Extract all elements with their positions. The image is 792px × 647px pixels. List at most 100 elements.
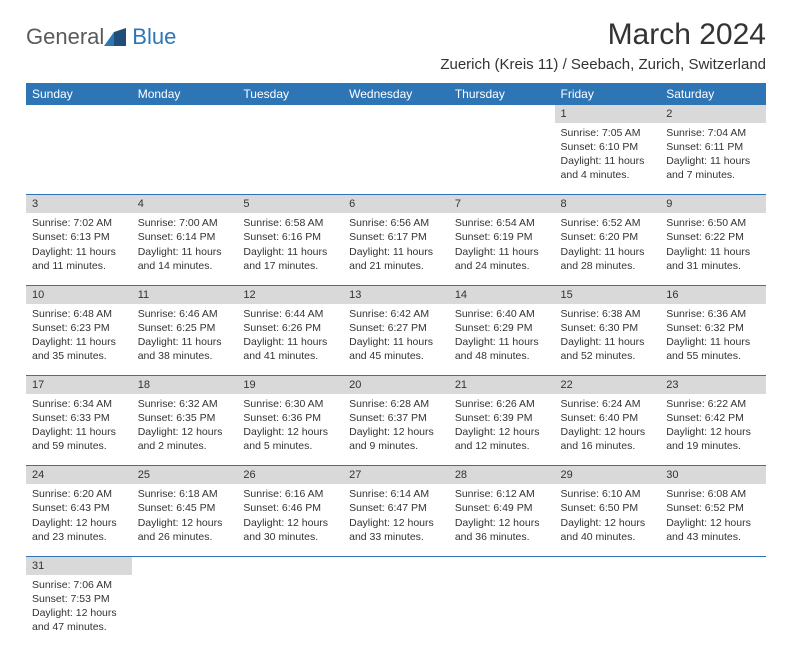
daylight-text-2: and 48 minutes. <box>455 349 549 363</box>
daylight-text: Daylight: 11 hours <box>349 335 443 349</box>
sunset-text: Sunset: 6:50 PM <box>561 501 655 515</box>
daylight-text-2: and 40 minutes. <box>561 530 655 544</box>
day-number-cell: 8 <box>555 195 661 213</box>
day-number-cell <box>343 105 449 123</box>
weekday-header: Saturday <box>660 83 766 105</box>
daylight-text-2: and 26 minutes. <box>138 530 232 544</box>
sunrise-text: Sunrise: 6:26 AM <box>455 397 549 411</box>
sunrise-text: Sunrise: 6:16 AM <box>243 487 337 501</box>
day-detail-cell: Sunrise: 6:54 AMSunset: 6:19 PMDaylight:… <box>449 213 555 285</box>
daylight-text: Daylight: 12 hours <box>349 425 443 439</box>
day-detail-cell <box>449 575 555 647</box>
sunrise-text: Sunrise: 6:56 AM <box>349 216 443 230</box>
day-number-cell: 18 <box>132 376 238 394</box>
sunrise-text: Sunrise: 7:06 AM <box>32 578 126 592</box>
daylight-text-2: and 59 minutes. <box>32 439 126 453</box>
sunset-text: Sunset: 6:32 PM <box>666 321 760 335</box>
day-number-cell: 15 <box>555 285 661 303</box>
sunrise-text: Sunrise: 6:38 AM <box>561 307 655 321</box>
daylight-text-2: and 4 minutes. <box>561 168 655 182</box>
daylight-text-2: and 7 minutes. <box>666 168 760 182</box>
sunrise-text: Sunrise: 6:14 AM <box>349 487 443 501</box>
day-detail-cell: Sunrise: 6:56 AMSunset: 6:17 PMDaylight:… <box>343 213 449 285</box>
sunset-text: Sunset: 6:39 PM <box>455 411 549 425</box>
daylight-text: Daylight: 11 hours <box>138 245 232 259</box>
page-title: March 2024 <box>440 18 766 52</box>
daylight-text-2: and 9 minutes. <box>349 439 443 453</box>
day-detail-cell: Sunrise: 6:08 AMSunset: 6:52 PMDaylight:… <box>660 484 766 556</box>
sunrise-text: Sunrise: 6:48 AM <box>32 307 126 321</box>
sunset-text: Sunset: 6:16 PM <box>243 230 337 244</box>
sunrise-text: Sunrise: 6:22 AM <box>666 397 760 411</box>
daylight-text: Daylight: 12 hours <box>561 425 655 439</box>
day-detail-row: Sunrise: 7:06 AMSunset: 7:53 PMDaylight:… <box>26 575 766 647</box>
day-number-cell: 31 <box>26 556 132 574</box>
day-number-cell: 2 <box>660 105 766 123</box>
day-number-cell <box>343 556 449 574</box>
daylight-text-2: and 5 minutes. <box>243 439 337 453</box>
daylight-text-2: and 52 minutes. <box>561 349 655 363</box>
day-number-row: 10111213141516 <box>26 285 766 303</box>
daylight-text: Daylight: 12 hours <box>138 425 232 439</box>
day-detail-row: Sunrise: 7:05 AMSunset: 6:10 PMDaylight:… <box>26 123 766 195</box>
weekday-header: Friday <box>555 83 661 105</box>
day-detail-cell: Sunrise: 7:04 AMSunset: 6:11 PMDaylight:… <box>660 123 766 195</box>
sunrise-text: Sunrise: 6:28 AM <box>349 397 443 411</box>
sunrise-text: Sunrise: 6:12 AM <box>455 487 549 501</box>
weekday-header: Monday <box>132 83 238 105</box>
daylight-text-2: and 19 minutes. <box>666 439 760 453</box>
sunset-text: Sunset: 6:10 PM <box>561 140 655 154</box>
day-detail-cell: Sunrise: 6:26 AMSunset: 6:39 PMDaylight:… <box>449 394 555 466</box>
sunset-text: Sunset: 6:19 PM <box>455 230 549 244</box>
day-number-row: 31 <box>26 556 766 574</box>
daylight-text: Daylight: 11 hours <box>243 245 337 259</box>
daylight-text: Daylight: 11 hours <box>561 245 655 259</box>
daylight-text: Daylight: 12 hours <box>243 516 337 530</box>
day-detail-cell: Sunrise: 7:02 AMSunset: 6:13 PMDaylight:… <box>26 213 132 285</box>
sunset-text: Sunset: 6:40 PM <box>561 411 655 425</box>
day-detail-cell: Sunrise: 7:05 AMSunset: 6:10 PMDaylight:… <box>555 123 661 195</box>
sunrise-text: Sunrise: 6:50 AM <box>666 216 760 230</box>
daylight-text: Daylight: 11 hours <box>455 335 549 349</box>
sunset-text: Sunset: 6:13 PM <box>32 230 126 244</box>
day-detail-cell: Sunrise: 6:22 AMSunset: 6:42 PMDaylight:… <box>660 394 766 466</box>
day-number-cell: 3 <box>26 195 132 213</box>
day-detail-cell <box>237 575 343 647</box>
sunrise-text: Sunrise: 6:52 AM <box>561 216 655 230</box>
daylight-text: Daylight: 11 hours <box>243 335 337 349</box>
daylight-text: Daylight: 12 hours <box>666 516 760 530</box>
day-detail-cell: Sunrise: 6:18 AMSunset: 6:45 PMDaylight:… <box>132 484 238 556</box>
sunrise-text: Sunrise: 6:58 AM <box>243 216 337 230</box>
day-number-cell: 30 <box>660 466 766 484</box>
daylight-text: Daylight: 11 hours <box>138 335 232 349</box>
day-number-cell: 10 <box>26 285 132 303</box>
sunset-text: Sunset: 6:49 PM <box>455 501 549 515</box>
weekday-header-row: Sunday Monday Tuesday Wednesday Thursday… <box>26 83 766 105</box>
sunrise-text: Sunrise: 6:18 AM <box>138 487 232 501</box>
location-text: Zuerich (Kreis 11) / Seebach, Zurich, Sw… <box>440 56 766 73</box>
daylight-text: Daylight: 11 hours <box>349 245 443 259</box>
weekday-header: Wednesday <box>343 83 449 105</box>
sunset-text: Sunset: 6:27 PM <box>349 321 443 335</box>
sunrise-text: Sunrise: 6:34 AM <box>32 397 126 411</box>
daylight-text-2: and 21 minutes. <box>349 259 443 273</box>
day-number-cell: 13 <box>343 285 449 303</box>
sunrise-text: Sunrise: 7:04 AM <box>666 126 760 140</box>
daylight-text: Daylight: 12 hours <box>243 425 337 439</box>
sunrise-text: Sunrise: 7:02 AM <box>32 216 126 230</box>
day-number-cell <box>26 105 132 123</box>
day-detail-cell: Sunrise: 7:00 AMSunset: 6:14 PMDaylight:… <box>132 213 238 285</box>
day-number-cell: 28 <box>449 466 555 484</box>
day-detail-cell: Sunrise: 6:34 AMSunset: 6:33 PMDaylight:… <box>26 394 132 466</box>
day-number-cell: 17 <box>26 376 132 394</box>
day-detail-cell: Sunrise: 6:32 AMSunset: 6:35 PMDaylight:… <box>132 394 238 466</box>
daylight-text-2: and 14 minutes. <box>138 259 232 273</box>
day-detail-cell: Sunrise: 6:52 AMSunset: 6:20 PMDaylight:… <box>555 213 661 285</box>
day-number-cell <box>449 556 555 574</box>
weekday-header: Thursday <box>449 83 555 105</box>
daylight-text-2: and 55 minutes. <box>666 349 760 363</box>
daylight-text-2: and 17 minutes. <box>243 259 337 273</box>
sunrise-text: Sunrise: 6:42 AM <box>349 307 443 321</box>
daylight-text: Daylight: 11 hours <box>32 245 126 259</box>
day-detail-cell: Sunrise: 6:30 AMSunset: 6:36 PMDaylight:… <box>237 394 343 466</box>
